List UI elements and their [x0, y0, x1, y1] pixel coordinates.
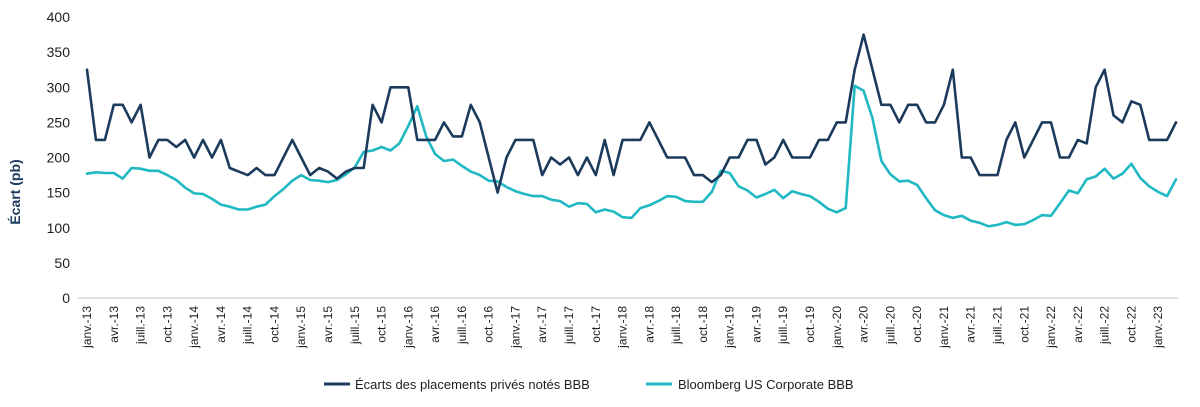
x-tick-label: janv.-21 — [937, 306, 951, 349]
x-tick-label: janv.-14 — [187, 306, 201, 349]
x-tick-label: janv.-18 — [616, 306, 630, 349]
y-tick-label: 400 — [47, 9, 71, 25]
y-tick-label: 50 — [54, 255, 70, 271]
y-tick-label: 0 — [62, 290, 70, 306]
x-tick-label: juill.-17 — [562, 306, 576, 345]
x-tick-label: avr.-16 — [428, 306, 442, 343]
series-line-0 — [85, 33, 1178, 194]
x-tick-label: janv.-15 — [294, 306, 308, 349]
y-axis-label: Écart (pb) — [7, 159, 23, 224]
x-tick-label: juill.-21 — [990, 306, 1004, 345]
x-tick-label: oct.-20 — [910, 306, 924, 343]
x-tick-label: avr.-17 — [535, 306, 549, 343]
x-tick-label: avr.-19 — [749, 306, 763, 343]
x-tick-label: juill.-13 — [134, 306, 148, 345]
x-tick-label: janv.-23 — [1151, 306, 1165, 349]
x-tick-label: janv.-20 — [830, 306, 844, 349]
y-tick-label: 150 — [47, 185, 71, 201]
x-tick-label: avr.-20 — [857, 306, 871, 343]
series-layer — [85, 33, 1178, 228]
legend: Écarts des placements privés notés BBB Bl… — [324, 377, 854, 392]
x-tick-label: juill.-20 — [883, 306, 897, 345]
x-tick-label: janv.-19 — [723, 306, 737, 349]
x-tick-label: avr.-13 — [107, 306, 121, 343]
x-tick-label: juill.-19 — [776, 306, 790, 345]
y-axis: 0 50 100 150 200 250 300 350 400 — [47, 9, 71, 306]
x-tick-label: oct.-22 — [1124, 306, 1138, 343]
x-tick-label: avr.-18 — [642, 306, 656, 343]
x-tick-label: juill.-22 — [1098, 306, 1112, 345]
x-tick-label: oct.-14 — [267, 306, 281, 343]
x-tick-label: oct.-16 — [482, 306, 496, 343]
x-tick-label: oct.-13 — [160, 306, 174, 343]
x-tick-label: janv.-16 — [401, 306, 415, 349]
x-tick-label: oct.-19 — [803, 306, 817, 343]
x-tick-label: juill.-18 — [669, 306, 683, 345]
series-line-1 — [85, 84, 1178, 228]
x-axis: janv.-13 avr.-13 juill.-13 oct.-13 janv.-14 a… — [80, 306, 1165, 349]
x-tick-label: juill.-14 — [241, 306, 255, 345]
x-tick-label: juill.-15 — [348, 306, 362, 345]
y-tick-label: 100 — [47, 220, 71, 236]
x-tick-label: janv.-22 — [1044, 306, 1058, 349]
x-tick-label: avr.-14 — [214, 306, 228, 343]
x-tick-label: oct.-18 — [696, 306, 710, 343]
legend-label-1: Bloomberg US Corporate BBB — [678, 377, 854, 392]
x-tick-label: oct.-17 — [589, 306, 603, 343]
y-tick-label: 350 — [47, 44, 71, 60]
x-tick-label: juill.-16 — [455, 306, 469, 345]
x-tick-label: avr.-15 — [321, 306, 335, 343]
y-tick-label: 200 — [47, 150, 71, 166]
x-tick-label: janv.-13 — [80, 306, 94, 349]
x-tick-label: avr.-21 — [964, 306, 978, 343]
legend-label-0: Écarts des placements privés notés BBB — [355, 377, 590, 392]
x-tick-label: avr.-22 — [1071, 306, 1085, 343]
y-tick-label: 300 — [47, 79, 71, 95]
y-tick-label: 250 — [47, 114, 71, 130]
x-tick-label: janv.-17 — [508, 306, 522, 349]
x-tick-label: oct.-15 — [375, 306, 389, 343]
x-tick-label: oct.-21 — [1017, 306, 1031, 343]
